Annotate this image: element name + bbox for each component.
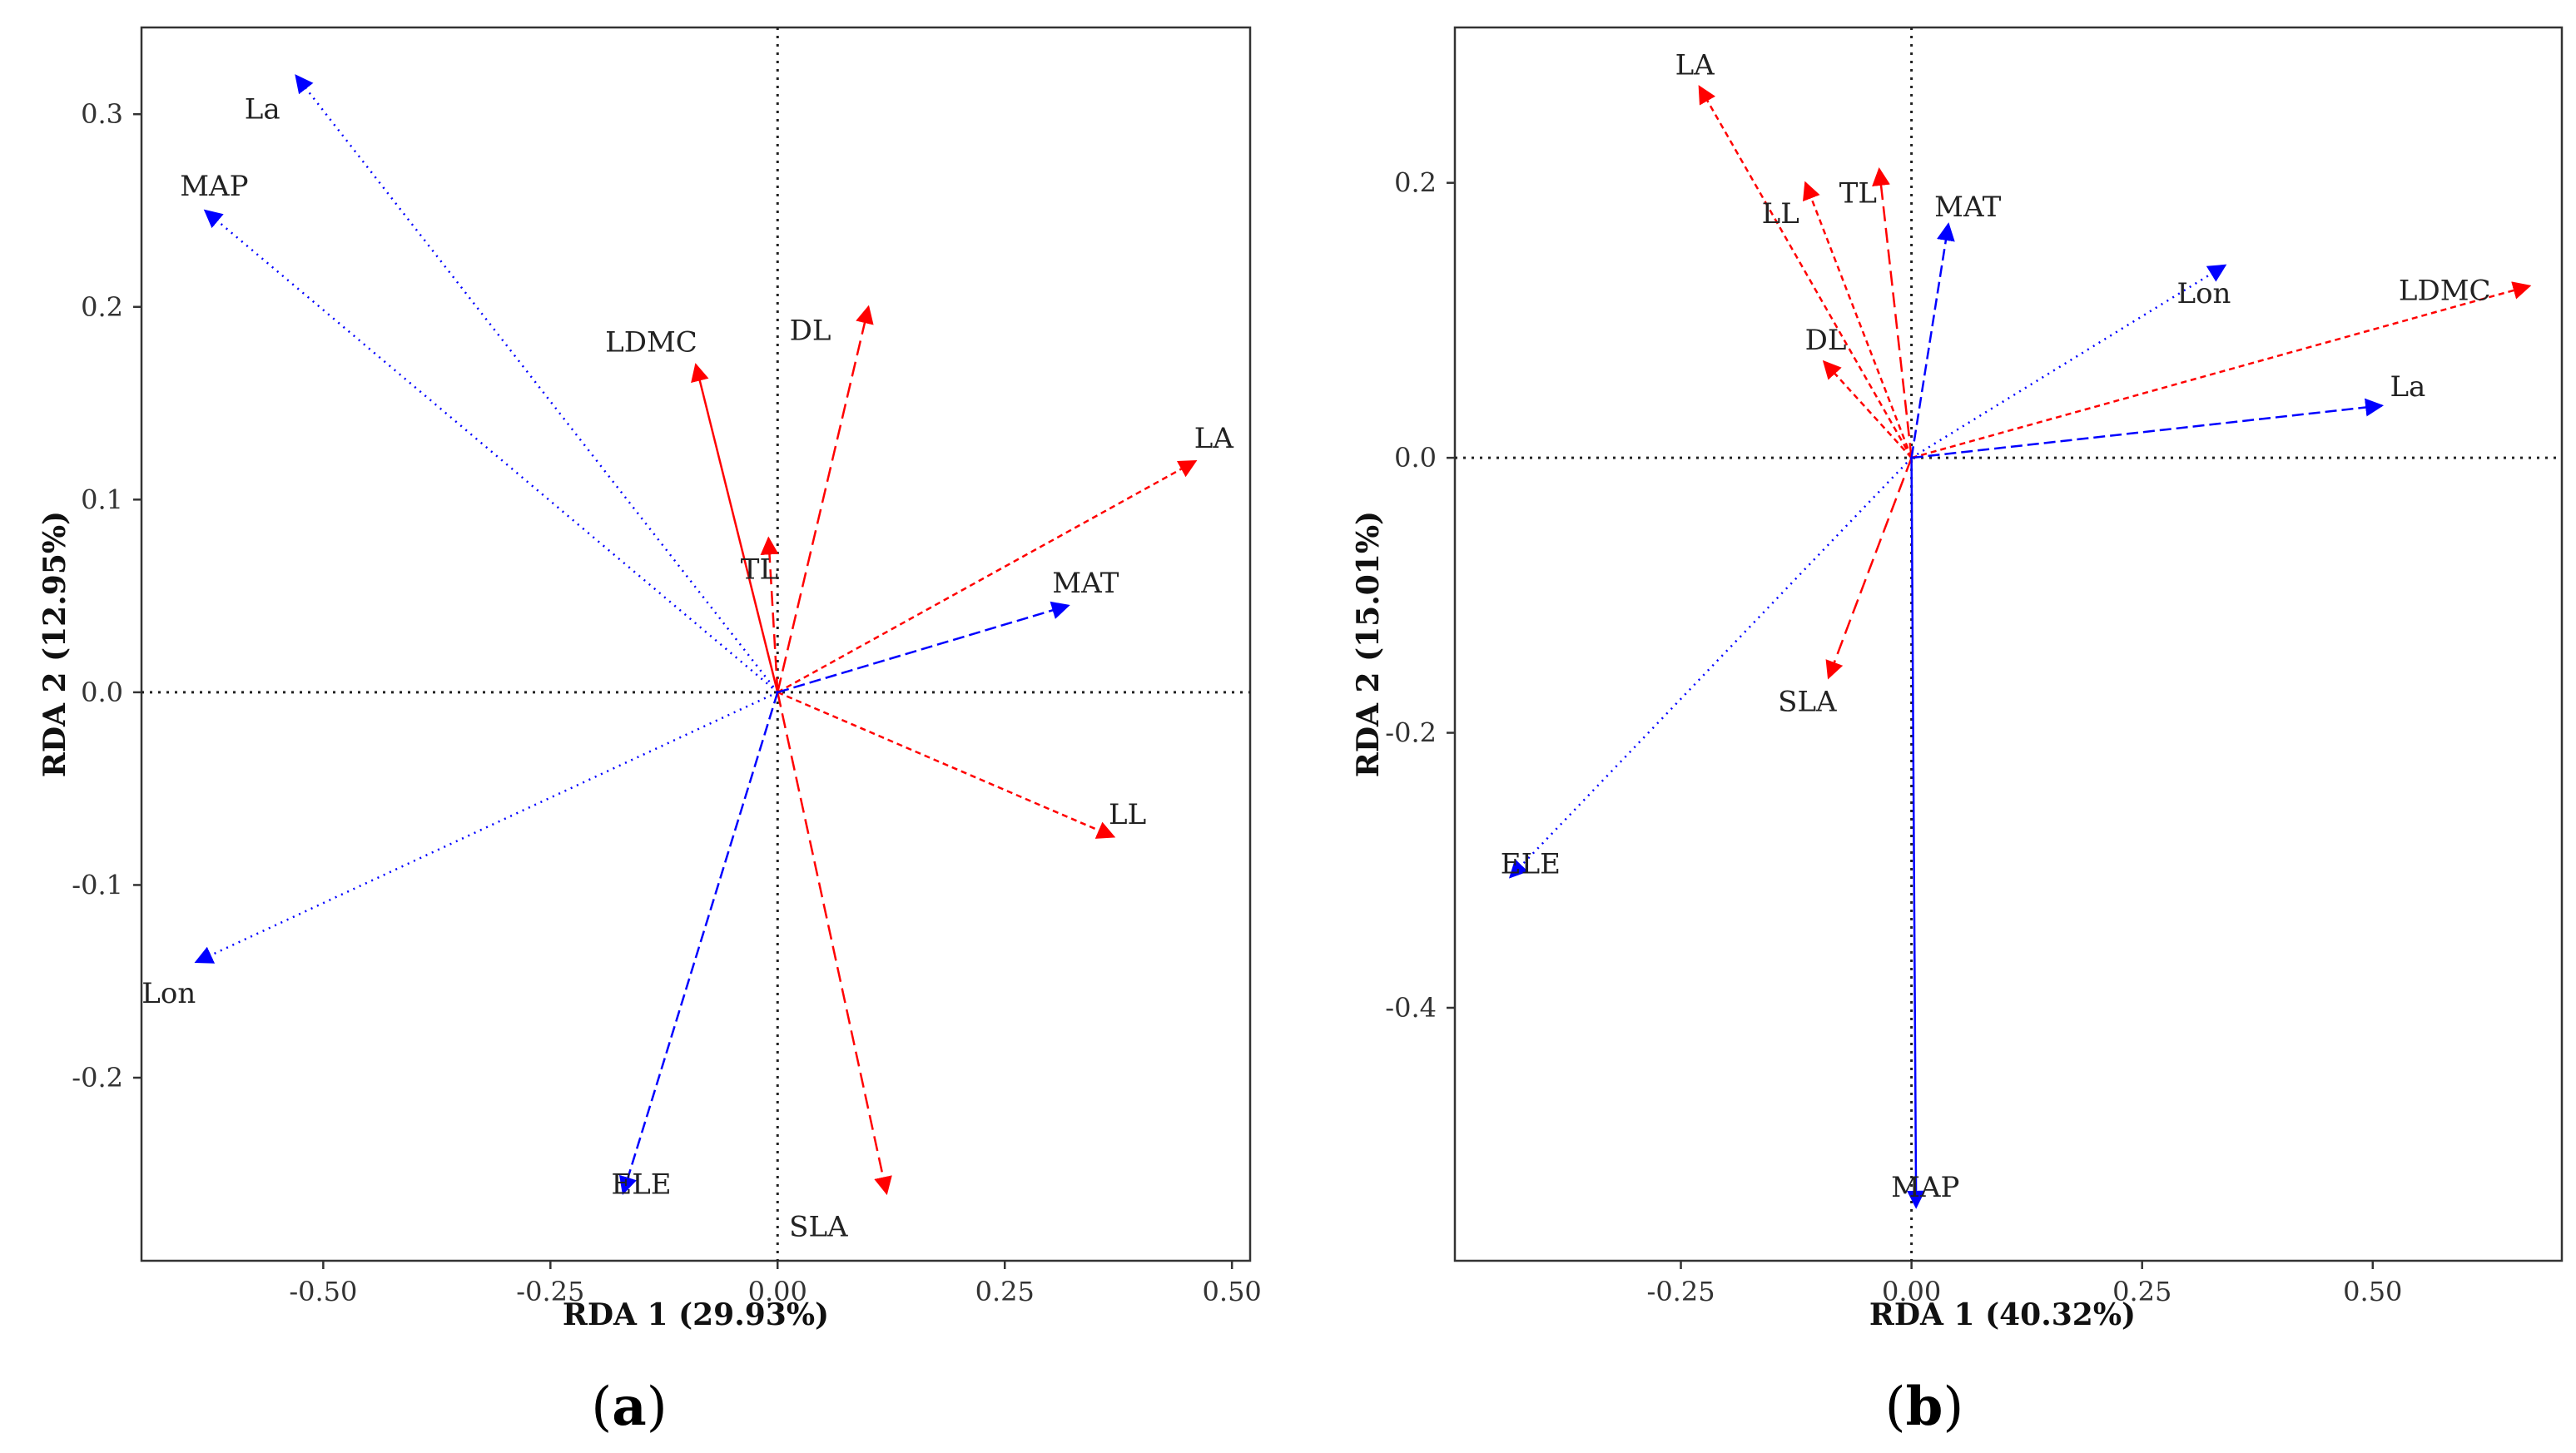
- panel-a-chart: -0.50 -0.25 0.00 0.25 0.50 -0.2 -0.1 0.0 0.1 0.2 0…: [37, 26, 1262, 1332]
- panel-a-vector-label-tl: TL: [741, 553, 778, 587]
- panel-b-caption-letter: b: [1906, 1376, 1943, 1438]
- panel-a-vector-label-la: La: [245, 92, 280, 126]
- panel-b-vector-label-map: MAP: [1891, 1171, 1959, 1204]
- panel-b-vector-ele: [1508, 457, 1913, 879]
- panel-b-plot-border: [1453, 26, 2564, 1262]
- panel-b-vector-label-la: La: [2390, 370, 2425, 404]
- panel-a-vector-la: [295, 74, 779, 693]
- panel-b-y-tick-label: -0.4: [1385, 992, 1437, 1024]
- panel-b-x-tick-label: 0.25: [2112, 1276, 2171, 1307]
- panel-a-vector-label-ll: LL: [1109, 798, 1146, 831]
- panel-a-y-axis-title: RDA 2 (12.95%): [37, 511, 72, 777]
- panel-b-vector-label-sla: SLA: [1778, 686, 1837, 719]
- panel-b-y-tick-label: -0.2: [1385, 717, 1437, 749]
- panel-b-chart: -0.25 0.00 0.25 0.50 -0.4 -0.2 0.0 0.2 LA LL TL DL…: [1351, 26, 2564, 1332]
- panel-a-caption-letter: a: [612, 1376, 646, 1438]
- panel-a-x-tick-label: -0.25: [516, 1276, 584, 1307]
- panel-a-x-tick-label: 0.50: [1203, 1276, 1262, 1307]
- panel-a-vector-ldmc: [691, 363, 779, 693]
- panel-b-vector-label-dl: DL: [1805, 324, 1847, 357]
- panel-b-vector-label-ldmc: LDMC: [2399, 275, 2491, 308]
- panel-a-vector-la: [777, 459, 1198, 693]
- panel-a-x-axis-title: RDA 1 (29.93%): [563, 1297, 829, 1332]
- panel-a-y-tick-label: 0.2: [81, 291, 123, 323]
- panel-a-vector-label-mat: MAT: [1052, 567, 1119, 600]
- panel-a-y-tick-label: 0.0: [81, 677, 123, 708]
- panel-a-x-tick-label: 0.25: [975, 1276, 1035, 1307]
- panel-a-ticks: -0.50 -0.25 0.00 0.25 0.50 -0.2 -0.1 0.0 0.1 0.2 0…: [72, 98, 1261, 1307]
- panel-b-vector-dl: [1822, 360, 1913, 459]
- panel-a-vector-label-la: LA: [1194, 422, 1234, 455]
- panel-b-vector-mat: [1910, 222, 1955, 459]
- panel-b-vector-la: [1911, 398, 2385, 459]
- panel-b-y-axis-title: RDA 2 (15.01%): [1351, 511, 1386, 777]
- panel-b-vector-la: [1698, 85, 1913, 459]
- panel-b-x-tick-label: 0.00: [1882, 1276, 1941, 1307]
- panel-b-x-tick-label: 0.50: [2343, 1276, 2402, 1307]
- panel-b-vector-label-ele: ELE: [1501, 848, 1561, 881]
- panel-a-vector-tl: [760, 536, 779, 692]
- panel-b-ticks: -0.25 0.00 0.25 0.50 -0.4 -0.2 0.0 0.2: [1385, 167, 2402, 1307]
- panel-a-vector-sla: [777, 692, 892, 1196]
- panel-a-reference-lines: [141, 27, 1250, 1261]
- panel-b-y-tick-label: 0.2: [1394, 167, 1437, 199]
- panel-a-vector-ele: [618, 692, 779, 1196]
- panel-b-vectors: [1508, 85, 2532, 1209]
- panel-a-plot-border: [140, 26, 1252, 1262]
- panel-a-vectors: [194, 74, 1198, 1196]
- panel-a-vector-label-dl: DL: [790, 315, 831, 348]
- panel-a-vector-label-ldmc: LDMC: [605, 325, 697, 359]
- panel-b-vector-label-tl: TL: [1839, 176, 1877, 210]
- panel-a-vector-label-lon: Lon: [141, 977, 196, 1010]
- panel-b-vector-labels: LA LL TL DL LDMC SLA MAT Lon La ELE MAP: [1501, 49, 2491, 1204]
- panel-b-vector-label-mat: MAT: [1934, 191, 2002, 224]
- panel-b-vector-ldmc: [1911, 281, 2532, 459]
- panel-a-vector-label-ele: ELE: [611, 1168, 671, 1201]
- panel-a-vector-label-map: MAP: [180, 170, 248, 203]
- panel-a-caption: (a): [591, 1376, 667, 1438]
- panel-b-caption: (b): [1885, 1376, 1964, 1438]
- panel-b-x-axis-title: RDA 1 (40.32%): [1869, 1297, 2136, 1332]
- panel-a-y-tick-label: -0.1: [72, 869, 123, 900]
- panel-a-vector-lon: [194, 691, 778, 964]
- panel-a-y-tick-label: -0.2: [72, 1062, 123, 1093]
- panel-a-x-tick-label: -0.50: [289, 1276, 357, 1307]
- panel-b-vector-tl: [1872, 166, 1913, 459]
- panel-a-y-tick-label: 0.1: [81, 484, 123, 515]
- panel-b-vector-label-la: LA: [1675, 49, 1715, 82]
- panel-b-vector-label-ll: LL: [1762, 197, 1799, 231]
- panel-b-vector-label-lon: Lon: [2176, 277, 2231, 310]
- panel-a-y-tick-label: 0.3: [81, 98, 123, 130]
- panel-b-vector-lon: [1910, 264, 2227, 459]
- panel-b-x-tick-label: -0.25: [1647, 1276, 1715, 1307]
- panel-b-vector-map: [1907, 458, 1926, 1209]
- panel-b-y-tick-label: 0.0: [1394, 442, 1437, 474]
- panel-a-vector-mat: [777, 601, 1070, 694]
- panel-a-vector-labels: LA DL LDMC TL LL SLA La MAP MAT Lon ELE: [141, 92, 1233, 1243]
- panel-a-vector-ll: [777, 691, 1116, 839]
- panel-a-vector-label-sla: SLA: [789, 1210, 848, 1243]
- panel-a-vector-map: [203, 209, 779, 693]
- panel-a-x-tick-label: 0.00: [748, 1276, 807, 1307]
- panel-a-vector-dl: [777, 305, 874, 693]
- panel-b-reference-lines: [1455, 27, 2562, 1261]
- panel-b-vector-sla: [1825, 457, 1913, 680]
